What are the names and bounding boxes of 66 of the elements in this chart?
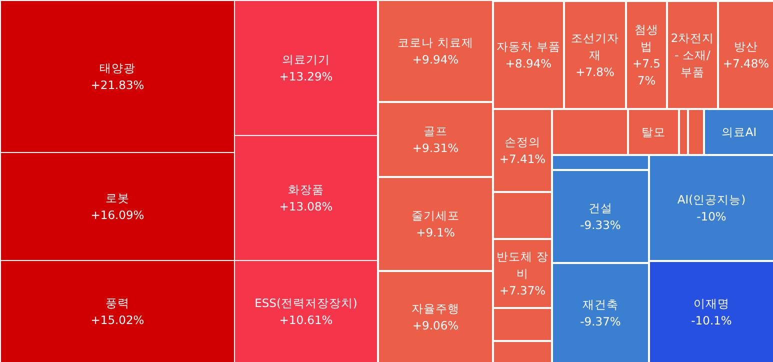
cell: 자동차 부품 +8.94%	[494, 2, 563, 108]
category-label: 의료기기	[282, 52, 330, 66]
cell: 손정의 +7.41%	[494, 110, 551, 191]
category-label: 재건축	[582, 298, 618, 312]
data-label: +9.94%	[412, 52, 459, 66]
cell: 방산 +7.48%	[719, 2, 773, 108]
category-label: 골프	[424, 124, 448, 138]
category-label: 의료AI	[721, 125, 757, 139]
cell: 재건축 -9.37%	[553, 264, 648, 362]
data-label: +9.1%	[416, 226, 455, 240]
category-label: ESS(전력저장장치)	[254, 296, 358, 310]
category-label: 손정의	[504, 135, 540, 149]
category-label: 자동차 부품	[496, 40, 560, 54]
data-label: +13.29%	[279, 70, 333, 84]
cell: 풍력 +15.02%	[1, 261, 234, 362]
category-label: 태양광	[100, 61, 136, 75]
data-label: +7.37%	[499, 284, 546, 298]
category-label: 풍력	[106, 296, 130, 310]
category-label: 자율주행	[412, 302, 460, 316]
cell: 화장품 +13.08%	[235, 136, 377, 260]
category-label: 이재명	[694, 296, 730, 310]
cell: 의료AI	[705, 110, 773, 154]
data-label: +8.94%	[505, 56, 552, 70]
data-label: +15.02%	[90, 313, 144, 327]
cell: 조선기자재 +7.8%	[565, 2, 625, 108]
cell: 자율주행 +9.06%	[379, 272, 492, 362]
data-label: +13.08%	[279, 200, 333, 214]
cell: 이재명 -10.1%	[650, 262, 773, 362]
data-label: -9.37%	[580, 314, 621, 328]
cell: AI(인공지능) -10%	[650, 156, 773, 260]
category-label: 로봇	[106, 191, 130, 205]
cell: 골프 +9.31%	[379, 103, 492, 176]
cell: 탈모	[629, 110, 678, 154]
category-label: 건설	[588, 201, 612, 215]
category-label: 코로나 치료제	[398, 36, 474, 50]
cell: 건설 -9.33%	[553, 171, 648, 262]
category-label: 줄기세포	[412, 208, 460, 222]
cell: 첨생법 +7.57%	[627, 2, 666, 108]
cell: 로봇 +16.09%	[1, 153, 234, 260]
data-label: +7.8%	[576, 65, 614, 79]
cell: 의료기기 +13.29%	[235, 1, 377, 135]
data-label: -10.1%	[691, 314, 732, 328]
category-label: 2차전지 - 소재/부품	[670, 31, 714, 79]
data-label: +7.48%	[722, 56, 770, 70]
category-label: 첨생법	[634, 22, 658, 54]
data-label: +7.57%	[632, 56, 660, 88]
data-label: +7.41%	[499, 152, 546, 166]
cell: 반도체 장비 +7.37%	[494, 240, 551, 307]
cell: 태양광 +21.83%	[1, 1, 234, 152]
data-label: -10%	[696, 210, 726, 224]
data-label: +16.09%	[90, 208, 144, 222]
cell: 2차전지 - 소재/부품	[668, 2, 717, 108]
cell: 코로나 치료제 +9.94%	[379, 1, 492, 101]
data-label: +10.61%	[279, 313, 333, 327]
data-label: +9.06%	[412, 318, 459, 332]
category-label: AI(인공지능)	[677, 192, 746, 206]
cell: ESS(전력저장장치) +10.61%	[235, 261, 377, 362]
data-label: +9.31%	[412, 141, 459, 155]
category-label: 화장품	[288, 182, 324, 196]
category-label: 조선기자재	[571, 31, 619, 62]
category-label: 탈모	[642, 125, 666, 139]
category-label: 방산	[734, 40, 758, 54]
cell: 줄기세포 +9.1%	[379, 178, 492, 270]
data-label: -9.33%	[580, 218, 621, 232]
data-label: +21.83%	[90, 78, 144, 92]
category-label: 반도체 장비	[496, 250, 548, 280]
